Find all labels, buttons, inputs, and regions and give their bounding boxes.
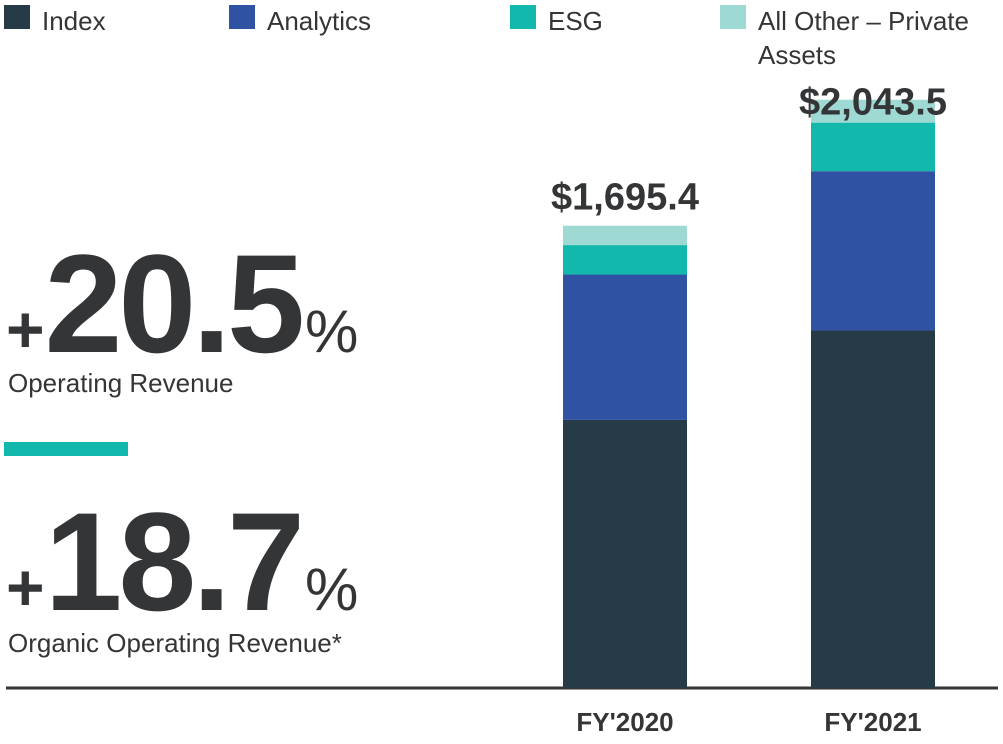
legend-item-esg: ESG [510, 4, 603, 38]
legend-swatch-private-assets [720, 5, 746, 29]
legend-swatch-esg [510, 5, 536, 29]
legend-item-private-assets: All Other – Private Assets [720, 4, 969, 72]
bar-esg-fy2020 [563, 245, 687, 275]
legend-item-analytics: Analytics [229, 4, 371, 38]
operating-revenue-value: 20.5 [44, 225, 305, 382]
bar-analytics-fy2021 [811, 171, 935, 331]
bar-esg-fy2021 [811, 122, 935, 172]
organic-revenue-label: Organic Operating Revenue* [8, 628, 342, 658]
legend-label-index: Index [42, 6, 106, 36]
stat-divider [4, 442, 128, 456]
legend-label-private-assets: All Other – Private Assets [758, 4, 969, 72]
operating-revenue-growth: +20.5% [6, 234, 358, 374]
bar-private-assets-fy2020 [563, 225, 687, 246]
bar-analytics-fy2020 [563, 274, 687, 420]
operating-revenue-sign: + [6, 292, 45, 366]
bar-index-fy2021 [811, 330, 935, 688]
organic-revenue-growth: +18.7% [6, 492, 358, 632]
bar-private-assets-fy2021 [811, 99, 935, 123]
legend-swatch-analytics [229, 5, 255, 29]
x-tick-label-fy2020: FY'2020 [576, 707, 673, 737]
operating-revenue-label: Operating Revenue [8, 368, 234, 398]
legend-label-analytics: Analytics [267, 6, 372, 36]
operating-revenue-unit: % [305, 298, 359, 365]
organic-revenue-value: 18.7 [44, 483, 305, 640]
total-label-fy2020: $1,695.4 [551, 177, 699, 219]
organic-revenue-unit: % [305, 556, 359, 623]
x-tick-label-fy2021: FY'2021 [824, 707, 921, 737]
legend-item-index: Index [4, 4, 106, 38]
legend-swatch-index [4, 5, 30, 29]
legend-label-private-assets-line-2: Assets [758, 40, 837, 70]
legend-label-esg: ESG [548, 6, 603, 36]
legend-label-private-assets-line-1: All Other – Private [758, 6, 969, 36]
total-label-fy2021: $2,043.5 [799, 82, 947, 124]
bar-index-fy2020 [563, 419, 687, 688]
organic-revenue-sign: + [6, 550, 45, 624]
